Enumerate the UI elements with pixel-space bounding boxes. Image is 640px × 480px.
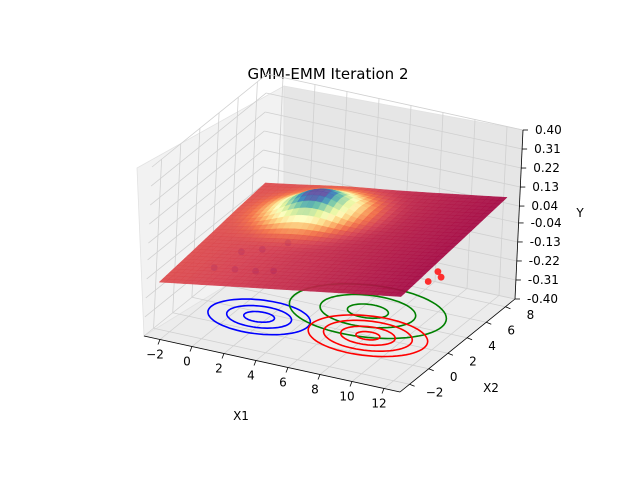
grid-line-left-z <box>149 111 266 206</box>
x-ticks: −2 0 2 4 6 8 10 12 <box>146 339 387 411</box>
y-axis-label: X2 <box>483 381 499 395</box>
grid-line-left-z <box>151 73 268 168</box>
x-tick-label: 10 <box>339 390 354 404</box>
y-tick-mark <box>486 321 492 325</box>
grid-line-floor-y <box>153 327 410 385</box>
x-tick-mark <box>349 381 353 387</box>
contour-ring <box>322 319 414 353</box>
contour-ring <box>225 304 293 330</box>
grid-line-floor-y <box>210 281 468 339</box>
grid-line-floor-x <box>383 295 500 389</box>
y-tick-mark <box>409 383 415 387</box>
z-tick-label: 0.31 <box>534 142 561 156</box>
grid-line-left-y <box>172 143 182 313</box>
grid-line-back-z <box>264 130 521 188</box>
y-tick-label: −2 <box>426 385 444 399</box>
x-tick-mark <box>317 374 321 380</box>
contour-ring <box>307 314 429 358</box>
x-tick-mark <box>221 353 225 359</box>
x-tick-label: 12 <box>371 397 386 411</box>
y-tick-mark <box>447 352 454 356</box>
z-tick-label: -0.31 <box>528 273 559 287</box>
contour-ring <box>339 325 397 347</box>
scatter-point <box>434 268 442 275</box>
scatter-point <box>424 278 432 285</box>
grid-line-back-z <box>266 92 523 150</box>
axis-lines <box>143 129 524 393</box>
x-tick-mark <box>285 367 289 373</box>
grid-line-back-x <box>498 126 508 296</box>
x-tick-mark <box>157 339 161 345</box>
contour-ring <box>346 303 390 320</box>
z-axis-line <box>514 129 524 300</box>
z-tick-label: 0.40 <box>535 123 562 137</box>
x-tick-label: 6 <box>279 376 287 390</box>
y-tick-label: 2 <box>469 354 477 368</box>
x-axis-line <box>143 335 401 393</box>
y-tick-label: 0 <box>450 370 458 384</box>
y-tick-mark <box>428 368 434 372</box>
y-tick-label: 4 <box>488 339 496 353</box>
y-tick-label: 6 <box>507 323 515 337</box>
x-tick-label: 8 <box>311 383 319 397</box>
scatter-point <box>437 273 445 281</box>
x-axis-label: X1 <box>233 409 249 423</box>
x-tick-mark <box>253 360 257 366</box>
chart-title: GMM-EMM Iteration 2 <box>248 65 409 83</box>
z-tick-label: -0.13 <box>530 235 561 249</box>
x-tick-mark <box>189 346 193 352</box>
grid-line-left-z <box>147 166 263 261</box>
contour-ring <box>288 282 448 340</box>
x-tick-mark <box>381 388 385 394</box>
scatter-points-front <box>424 268 445 285</box>
grid-line-left-z <box>148 149 264 244</box>
z-tick-label: -0.04 <box>531 216 562 230</box>
density-surface <box>158 182 508 297</box>
z-tick-label: -0.22 <box>529 254 560 268</box>
contour-ring <box>243 310 276 324</box>
grid-line-back-z <box>265 111 522 169</box>
grid-line-left-z <box>149 130 265 225</box>
x-tick-label: −2 <box>146 348 164 362</box>
grid-line-floor-y <box>191 296 449 354</box>
z-tick-label: -0.40 <box>527 292 558 306</box>
y-tick-mark <box>466 337 473 341</box>
x-tick-label: 4 <box>247 369 255 383</box>
y-axis-line <box>399 298 516 393</box>
grid-line-left-y <box>153 159 162 329</box>
z-tick-label: 0.22 <box>533 161 560 175</box>
z-tick-label: 0.04 <box>531 199 558 213</box>
grid-line-back-z <box>266 73 524 131</box>
grid-line-left-z <box>150 92 267 187</box>
y-tick-label: 8 <box>527 308 535 322</box>
x-tick-label: 2 <box>215 362 223 376</box>
y-tick-mark <box>505 306 511 310</box>
surface-patch <box>394 292 406 297</box>
x-tick-label: 0 <box>183 355 191 369</box>
z-axis-label: Y <box>575 206 584 220</box>
z-ticks: -0.40 -0.31 -0.22 -0.13 -0.04 0.04 0.13 0.22 0.3… <box>515 123 562 306</box>
floor-contours <box>207 282 448 358</box>
contour-ring <box>355 330 381 341</box>
z-tick-label: 0.13 <box>532 180 559 194</box>
contour-ring <box>207 298 312 336</box>
grid-line-left-z <box>146 185 262 280</box>
